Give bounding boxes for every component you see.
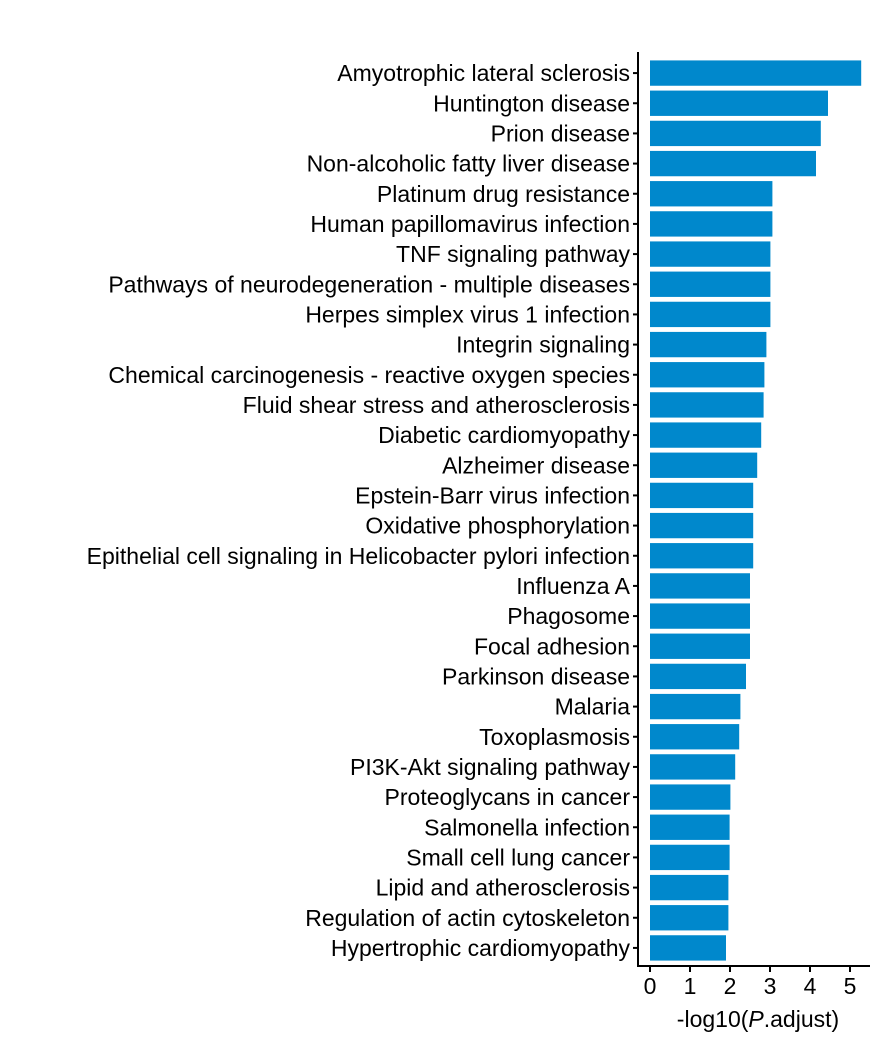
bar (650, 693, 741, 720)
category-label: Human papillomavirus infection (310, 211, 630, 237)
bar (650, 754, 736, 780)
bar (650, 512, 754, 539)
category-label: Platinum drug resistance (377, 181, 630, 207)
category-label: PI3K-Akt signaling pathway (350, 754, 630, 780)
x-axis-title-suffix: .adjust) (764, 1006, 839, 1032)
x-tick-label: 4 (804, 973, 817, 999)
category-label: Epstein-Barr virus infection (355, 482, 630, 508)
category-label: Epithelial cell signaling in Helicobacte… (87, 543, 630, 569)
category-label: Regulation of actin cytoskeleton (305, 905, 630, 931)
bar (650, 543, 754, 569)
category-label: Amyotrophic lateral sclerosis (337, 60, 630, 86)
category-label: Malaria (555, 694, 631, 720)
bar (650, 301, 771, 328)
bar (650, 241, 771, 267)
category-label: Phagosome (507, 603, 630, 629)
category-label: TNF signaling pathway (396, 241, 630, 267)
category-label: Influenza A (516, 573, 630, 599)
category-label: Oxidative phosphorylation (365, 513, 630, 539)
x-tick-label: 5 (844, 973, 857, 999)
category-label: Proteoglycans in cancer (385, 784, 631, 810)
category-label: Salmonella infection (424, 814, 630, 840)
category-label: Herpes simplex virus 1 infection (305, 301, 630, 327)
category-label: Diabetic cardiomyopathy (378, 422, 630, 448)
bar (650, 874, 729, 901)
bar (650, 935, 726, 961)
category-label: Pathways of neurodegeneration - multiple… (108, 271, 630, 297)
bar (650, 663, 746, 690)
bar (650, 603, 750, 629)
category-label: Prion disease (491, 120, 630, 146)
bar (650, 724, 740, 750)
bar (650, 60, 862, 86)
category-label: Alzheimer disease (442, 452, 630, 478)
x-ticks-group: 0 1 2 3 4 5 (644, 966, 857, 999)
bar (650, 633, 750, 659)
x-axis-title-prefix: -log10( (677, 1006, 749, 1032)
category-label: Integrin signaling (456, 332, 630, 358)
bars-group (650, 60, 862, 961)
category-label: Toxoplasmosis (479, 724, 630, 750)
category-label: Small cell lung cancer (406, 844, 630, 870)
bar (650, 573, 750, 599)
bar (650, 271, 771, 297)
bar (650, 814, 730, 840)
bar (650, 211, 773, 237)
category-labels-group: Amyotrophic lateral sclerosis Huntington … (87, 60, 631, 961)
bar (650, 422, 762, 448)
bar (650, 90, 828, 116)
x-axis-title: -log10(P.adjust) (677, 1006, 839, 1032)
bar (650, 150, 816, 177)
bar (650, 452, 758, 478)
bar (650, 120, 821, 147)
bar (650, 392, 764, 418)
category-label: Lipid and atherosclerosis (376, 875, 630, 901)
bar (650, 784, 731, 810)
x-tick-label: 3 (764, 973, 777, 999)
bar (650, 844, 730, 871)
category-label: Fluid shear stress and atherosclerosis (243, 392, 630, 418)
bar (650, 181, 773, 207)
bar (650, 362, 765, 388)
category-label: Focal adhesion (474, 633, 630, 659)
x-axis-title-italic: P (748, 1006, 764, 1032)
x-tick-label: 0 (644, 973, 657, 999)
category-label: Non-alcoholic fatty liver disease (307, 151, 630, 177)
bar (650, 331, 767, 358)
category-label: Chemical carcinogenesis - reactive oxyge… (108, 362, 630, 388)
bar (650, 482, 754, 509)
category-label: Parkinson disease (442, 663, 630, 689)
x-tick-label: 2 (724, 973, 737, 999)
x-tick-label: 1 (684, 973, 697, 999)
category-label: Hypertrophic cardiomyopathy (331, 935, 631, 961)
category-label: Huntington disease (433, 90, 630, 116)
bar (650, 905, 729, 931)
